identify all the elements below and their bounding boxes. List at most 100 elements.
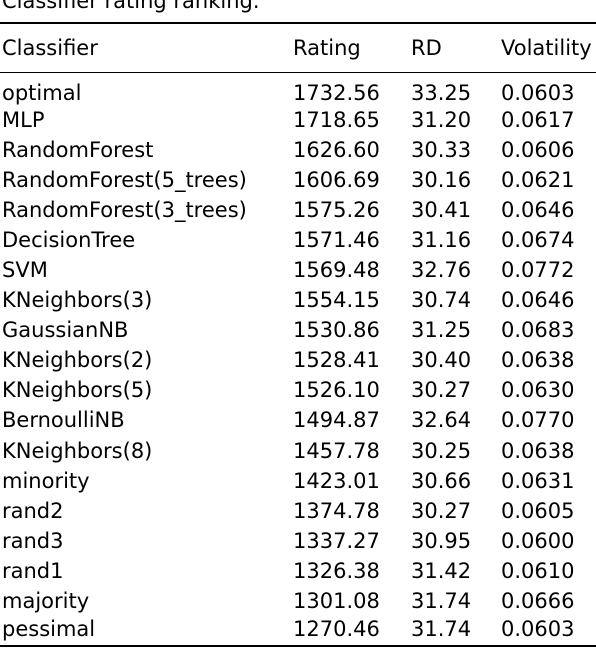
cell-classifier: SVM (2, 258, 48, 283)
cell-rd: 31.16 (411, 227, 472, 252)
table-row: minority 1423.01 30.66 0.0631 (0, 466, 596, 496)
cell-classifier: RandomForest(5_trees) (2, 167, 247, 192)
cell-rating: 1457.78 (293, 438, 380, 463)
cell-volatility: 0.0683 (501, 318, 575, 343)
table-row: GaussianNB 1530.86 31.25 0.0683 (0, 315, 596, 345)
cell-rd: 30.27 (411, 378, 472, 403)
cell-volatility: 0.0630 (501, 378, 575, 403)
cell-rd: 30.41 (411, 197, 472, 222)
column-header-classifier: Classifier (0, 22, 293, 73)
cell-volatility: 0.0646 (501, 288, 575, 313)
table-row: optimal 1732.56 33.25 0.0603 (0, 72, 596, 105)
table-row: pessimal 1270.46 31.74 0.0603 (0, 616, 596, 648)
cell-volatility: 0.0606 (501, 137, 575, 162)
column-header-rating: Rating (293, 22, 411, 73)
cell-rd: 31.74 (411, 616, 501, 648)
cell-rating: 1569.48 (293, 258, 380, 283)
cell-classifier: BernoulliNB (2, 408, 125, 433)
cell-rating: 1530.86 (293, 318, 380, 343)
cell-volatility: 0.0610 (501, 558, 575, 583)
table-row: KNeighbors(8) 1457.78 30.25 0.0638 (0, 436, 596, 466)
table-body: optimal 1732.56 33.25 0.0603 MLP 1718.65 31.20… (0, 72, 596, 648)
table-caption: Classifier rating ranking. (2, 0, 260, 13)
table-row: SVM 1569.48 32.76 0.0772 (0, 255, 596, 285)
cell-classifier: rand1 (2, 558, 64, 583)
cell-rating: 1528.41 (293, 348, 380, 373)
cell-rating: 1606.69 (293, 167, 380, 192)
cell-classifier: MLP (2, 107, 45, 132)
cell-rating: 1326.38 (293, 558, 380, 583)
cell-rating: 1575.26 (293, 197, 380, 222)
cell-rd: 32.76 (411, 258, 472, 283)
column-header-volatility: Volatility (501, 22, 596, 73)
cell-volatility: 0.0605 (501, 498, 575, 523)
cell-volatility: 0.0621 (501, 167, 575, 192)
cell-rating: 1626.60 (293, 137, 380, 162)
cell-classifier: KNeighbors(2) (2, 348, 153, 373)
cell-classifier: minority (2, 468, 90, 493)
cell-rd: 30.74 (411, 288, 472, 313)
cell-classifier: rand3 (2, 528, 64, 553)
cell-classifier: RandomForest(3_trees) (2, 197, 247, 222)
table-row: majority 1301.08 31.74 0.0666 (0, 586, 596, 616)
cell-rating: 1732.56 (293, 80, 380, 105)
cell-volatility: 0.0638 (501, 348, 575, 373)
cell-classifier: DecisionTree (2, 227, 136, 252)
cell-rating: 1337.27 (293, 528, 380, 553)
cell-volatility: 0.0638 (501, 438, 575, 463)
cell-rd: 30.40 (411, 348, 472, 373)
cell-classifier: rand2 (2, 498, 64, 523)
cell-volatility: 0.0772 (501, 258, 575, 283)
cell-volatility: 0.0603 (501, 80, 575, 105)
cell-volatility: 0.0674 (501, 227, 575, 252)
cell-classifier: KNeighbors(8) (2, 438, 153, 463)
cell-rd: 31.20 (411, 107, 472, 132)
table-row: rand1 1326.38 31.42 0.0610 (0, 556, 596, 586)
cell-volatility: 0.0770 (501, 408, 575, 433)
cell-rating: 1270.46 (293, 616, 411, 648)
cell-rd: 30.66 (411, 468, 472, 493)
table-row: RandomForest 1626.60 30.33 0.0606 (0, 135, 596, 165)
cell-rating: 1718.65 (293, 107, 380, 132)
cell-rd: 33.25 (411, 80, 472, 105)
table-row: BernoulliNB 1494.87 32.64 0.0770 (0, 405, 596, 435)
cell-rd: 31.25 (411, 318, 472, 343)
cell-volatility: 0.0603 (501, 616, 596, 648)
table-header-row: Classifier Rating RD Volatility (0, 22, 596, 73)
cell-classifier: pessimal (0, 616, 293, 648)
results-table-container: Classifier Rating RD Volatility optimal 1… (0, 22, 596, 648)
cell-rating: 1554.15 (293, 288, 380, 313)
table-row: rand2 1374.78 30.27 0.0605 (0, 496, 596, 526)
cell-rd: 30.27 (411, 498, 472, 523)
table-row: RandomForest(3_trees) 1575.26 30.41 0.0646 (0, 195, 596, 225)
cell-classifier: majority (2, 589, 90, 614)
cell-rd: 32.64 (411, 408, 472, 433)
table-row: rand3 1337.27 30.95 0.0600 (0, 526, 596, 556)
table-row: KNeighbors(3) 1554.15 30.74 0.0646 (0, 285, 596, 315)
table-row: KNeighbors(5) 1526.10 30.27 0.0630 (0, 375, 596, 405)
cell-rating: 1494.87 (293, 408, 380, 433)
cell-classifier: optimal (2, 80, 82, 105)
table-row: DecisionTree 1571.46 31.16 0.0674 (0, 225, 596, 255)
cell-volatility: 0.0617 (501, 107, 575, 132)
cell-volatility: 0.0666 (501, 589, 575, 614)
cell-rd: 30.33 (411, 137, 472, 162)
cell-classifier: RandomForest (2, 137, 154, 162)
cell-volatility: 0.0646 (501, 197, 575, 222)
column-header-rd: RD (411, 22, 501, 73)
cell-rating: 1374.78 (293, 498, 380, 523)
cell-volatility: 0.0600 (501, 528, 575, 553)
table-row: KNeighbors(2) 1528.41 30.40 0.0638 (0, 345, 596, 375)
cell-volatility: 0.0631 (501, 468, 575, 493)
cell-rd: 30.25 (411, 438, 472, 463)
table-row: MLP 1718.65 31.20 0.0617 (0, 105, 596, 135)
cell-classifier: KNeighbors(3) (2, 288, 153, 313)
cell-rd: 30.95 (411, 528, 472, 553)
classifier-rating-table: Classifier Rating RD Volatility optimal 1… (0, 22, 596, 648)
cell-rating: 1571.46 (293, 227, 380, 252)
cell-rating: 1301.08 (293, 589, 380, 614)
cell-classifier: GaussianNB (2, 318, 129, 343)
table-row: RandomForest(5_trees) 1606.69 30.16 0.0621 (0, 165, 596, 195)
cell-rd: 31.42 (411, 558, 472, 583)
cell-rating: 1526.10 (293, 378, 380, 403)
